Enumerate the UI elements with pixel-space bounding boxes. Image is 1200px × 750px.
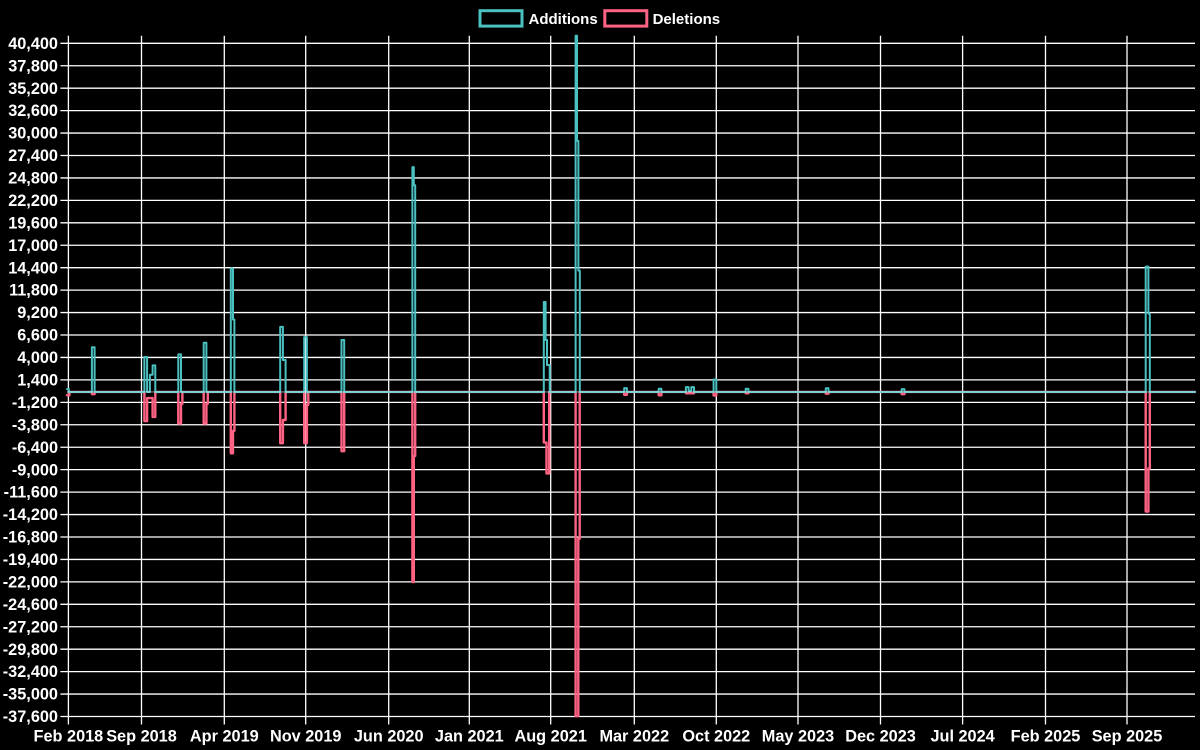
svg-text:May 2023: May 2023 — [762, 728, 834, 746]
svg-text:Oct 2022: Oct 2022 — [682, 728, 750, 746]
svg-text:4,000: 4,000 — [17, 349, 58, 367]
svg-text:Sep 2025: Sep 2025 — [1092, 728, 1163, 746]
svg-text:35,200: 35,200 — [8, 80, 58, 98]
svg-text:-11,600: -11,600 — [4, 484, 58, 502]
svg-text:-1,200: -1,200 — [12, 394, 58, 412]
svg-text:-29,800: -29,800 — [3, 641, 58, 659]
svg-text:-16,800: -16,800 — [3, 529, 58, 547]
svg-text:Apr 2019: Apr 2019 — [190, 728, 259, 746]
svg-text:22,200: 22,200 — [8, 192, 58, 210]
svg-text:40,400: 40,400 — [8, 35, 58, 53]
svg-text:-27,200: -27,200 — [3, 618, 58, 636]
svg-text:-6,400: -6,400 — [12, 439, 58, 457]
svg-text:Feb 2018: Feb 2018 — [34, 728, 104, 746]
svg-text:-22,000: -22,000 — [3, 573, 58, 591]
svg-text:14,400: 14,400 — [8, 259, 58, 277]
svg-text:Jan 2021: Jan 2021 — [435, 728, 504, 746]
svg-text:1,400: 1,400 — [17, 372, 58, 390]
svg-text:37,800: 37,800 — [8, 57, 58, 75]
svg-text:Dec 2023: Dec 2023 — [845, 728, 916, 746]
svg-text:Additions: Additions — [529, 11, 598, 28]
svg-text:32,600: 32,600 — [8, 102, 58, 120]
svg-text:Nov 2019: Nov 2019 — [270, 728, 342, 746]
svg-text:19,600: 19,600 — [8, 214, 58, 232]
svg-text:-3,800: -3,800 — [12, 416, 58, 434]
svg-text:Sep 2018: Sep 2018 — [106, 728, 177, 746]
svg-text:Mar 2022: Mar 2022 — [599, 728, 669, 746]
svg-text:Feb 2025: Feb 2025 — [1011, 728, 1081, 746]
svg-text:-19,400: -19,400 — [3, 551, 58, 569]
svg-text:Jun 2020: Jun 2020 — [354, 728, 424, 746]
svg-text:11,800: 11,800 — [9, 282, 58, 300]
svg-text:27,400: 27,400 — [8, 147, 58, 165]
svg-text:-24,600: -24,600 — [3, 596, 58, 614]
svg-text:-37,600: -37,600 — [3, 708, 58, 726]
svg-text:9,200: 9,200 — [17, 304, 58, 322]
svg-text:6,600: 6,600 — [17, 327, 58, 345]
svg-text:Jul 2024: Jul 2024 — [930, 728, 994, 746]
svg-text:30,000: 30,000 — [8, 125, 58, 143]
svg-text:-32,400: -32,400 — [3, 663, 58, 681]
svg-text:-9,000: -9,000 — [12, 461, 58, 479]
svg-text:17,000: 17,000 — [8, 237, 58, 255]
svg-text:-35,000: -35,000 — [3, 686, 58, 704]
svg-text:Deletions: Deletions — [653, 11, 721, 28]
svg-text:24,800: 24,800 — [8, 170, 58, 188]
svg-text:-14,200: -14,200 — [3, 506, 58, 524]
svg-text:Aug 2021: Aug 2021 — [514, 728, 586, 746]
